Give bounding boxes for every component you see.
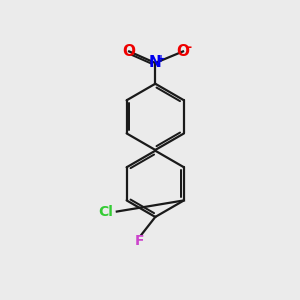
Text: F: F xyxy=(135,234,145,248)
Text: O: O xyxy=(123,44,136,59)
Text: +: + xyxy=(158,54,166,64)
Text: -: - xyxy=(187,41,192,54)
Text: N: N xyxy=(149,56,162,70)
Text: O: O xyxy=(176,44,190,59)
Text: Cl: Cl xyxy=(99,205,113,219)
